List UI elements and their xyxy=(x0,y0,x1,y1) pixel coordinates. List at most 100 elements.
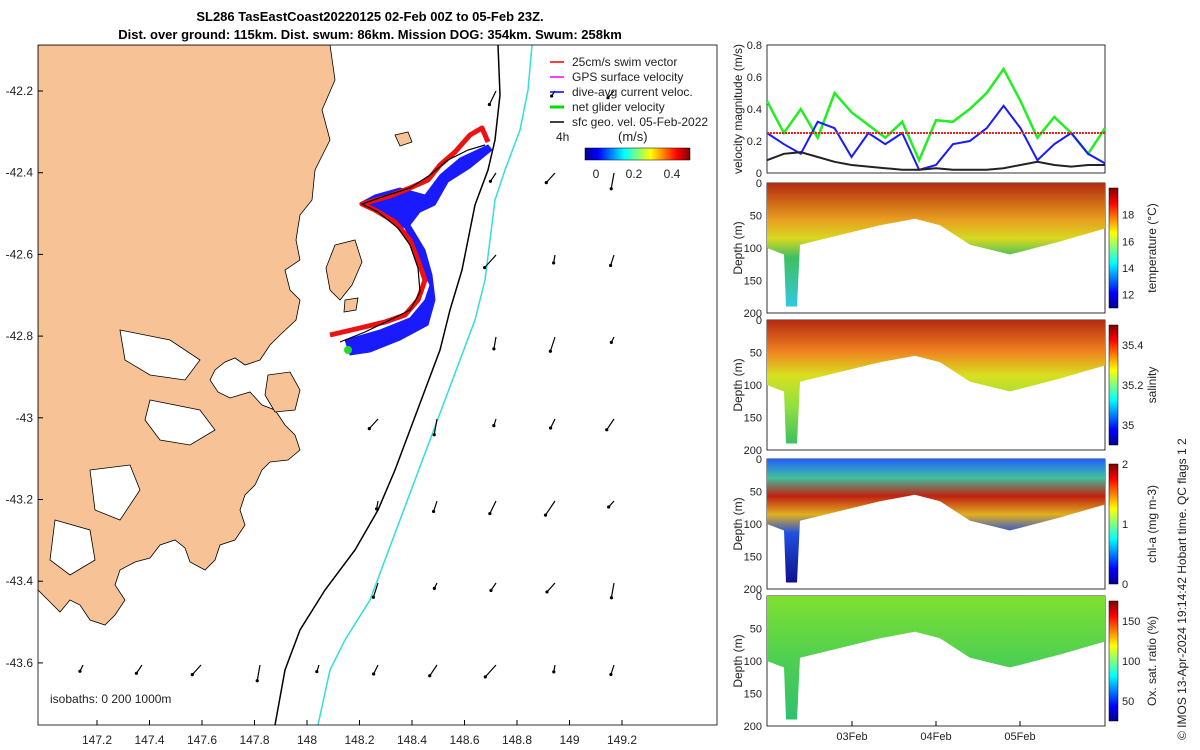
depth-label: Depth (m) xyxy=(731,221,745,274)
map-frame xyxy=(37,44,718,726)
depth-tick: 50 xyxy=(750,624,762,636)
colorbar-label: chl-a (mg m-3) xyxy=(1145,485,1159,563)
time-tick-label: 04Feb xyxy=(920,731,951,743)
figure-title: SL286 TasEastCoast20220125 02-Feb 00Z to… xyxy=(0,8,740,44)
geo-vector xyxy=(372,582,379,598)
geo-vector-head xyxy=(371,595,375,599)
title-line-2: Dist. over ground: 115km. Dist. swum: 86… xyxy=(118,27,622,42)
geo-vector-head xyxy=(609,340,613,344)
geo-vector xyxy=(550,418,556,429)
island xyxy=(394,131,413,147)
time-tick-label: 05Feb xyxy=(1004,731,1035,743)
section-field xyxy=(767,320,1105,444)
geo-vector-head xyxy=(550,94,554,98)
speed-colorbar xyxy=(584,147,691,161)
section-field xyxy=(767,459,1105,583)
geo-vector-head xyxy=(609,596,613,600)
depth-tick: 200 xyxy=(744,445,762,457)
bay xyxy=(49,519,96,576)
colorbar-tick: 12 xyxy=(1122,290,1134,302)
section-chl-a: 0 50 100 150 200 Depth (m) 0 1 2 chl-a (mg m-3) xyxy=(731,454,1159,596)
geo-vector-head xyxy=(549,426,553,430)
map-x-tick-label: 148.2 xyxy=(344,733,374,747)
colorbar-tick: 0 xyxy=(1122,579,1128,591)
geo-vector-head xyxy=(606,96,610,100)
section-oxygen: 0 50 100 150 200 Depth (m) 50 100 150 Ox. sat. ra… xyxy=(731,591,1159,733)
map-y-tick-label: -42.6 xyxy=(6,247,34,261)
depth-tick: 150 xyxy=(744,552,762,564)
geo-vector-head xyxy=(552,670,556,674)
bay xyxy=(119,329,201,381)
velocity-y-tick: 0 xyxy=(756,168,762,180)
geo-vector xyxy=(191,664,202,676)
geo-vector xyxy=(368,418,379,430)
velocity-ylabel: velocity magnitude (m/s) xyxy=(731,44,745,174)
map-panel: 4h -42.2 -42.4 -42.6 -42.8 -43 -43.2 -43.4 -43.… xyxy=(6,44,718,747)
depth-tick: 150 xyxy=(744,413,762,425)
geo-vector-head xyxy=(609,672,613,677)
map-x-tick-label: 149.2 xyxy=(607,733,637,747)
title-line-1: SL286 TasEastCoast20220125 02-Feb 00Z to… xyxy=(196,9,544,24)
geo-vector-head xyxy=(432,509,436,514)
colorbar-tick: 16 xyxy=(1122,236,1134,248)
geo-vector-head xyxy=(315,670,319,674)
side-note: © IMOS 13-Apr-2024 19:14:42 Hobart time.… xyxy=(1175,438,1189,740)
depth-tick: 0 xyxy=(756,178,762,190)
map-x-tick-label: 149 xyxy=(559,733,579,747)
colorbar-label: Ox. sat. ratio (%) xyxy=(1145,616,1159,706)
depth-tick: 0 xyxy=(756,591,762,603)
map-x-tick-label: 147.8 xyxy=(239,733,269,747)
colorbar-unit: (m/s) xyxy=(618,129,648,144)
section-colorbar xyxy=(1108,463,1119,585)
legend-label: dive-avg current veloc. xyxy=(572,85,693,99)
depth-label: Depth (m) xyxy=(731,358,745,411)
geo-vector-head xyxy=(543,513,548,517)
geo-vector xyxy=(484,254,497,269)
geo-vector xyxy=(489,500,497,514)
geo-vector xyxy=(606,418,615,431)
depth-tick: 0 xyxy=(756,315,762,327)
isobaths-label: isobaths: 0 200 1000m xyxy=(50,692,171,706)
map-x-tick-label: 148.4 xyxy=(397,733,427,747)
map-x-axis: 147.2 147.4 147.6 147.8 148 148.2 148.4 148.6 14… xyxy=(82,720,637,747)
time-axis: 03Feb 04Feb 05Feb xyxy=(836,721,1036,743)
geo-vector xyxy=(544,500,556,516)
depth-tick: 150 xyxy=(744,689,762,701)
map-x-tick-label: 147.6 xyxy=(187,733,217,747)
geo-vector-head xyxy=(489,588,493,593)
depth-tick: 50 xyxy=(750,211,762,223)
geo-vector xyxy=(489,172,497,182)
colorbar-tick: 14 xyxy=(1122,263,1134,275)
depth-tick: 200 xyxy=(744,721,762,733)
legend-label: sfc geo. vel. 05-Feb-2022 xyxy=(572,115,708,129)
geo-vector-head xyxy=(544,181,548,185)
bay xyxy=(144,399,216,446)
geo-vector-head xyxy=(609,263,613,268)
colorbar-tick: 50 xyxy=(1122,696,1134,708)
colorbar-tick-label: 0.4 xyxy=(664,167,681,181)
geo-vector xyxy=(610,172,615,189)
depth-tick: 50 xyxy=(750,348,762,360)
depth-tick: 50 xyxy=(750,487,762,499)
colorbar-tick: 150 xyxy=(1122,616,1140,628)
geo-vector-head xyxy=(488,179,493,183)
map-x-tick-label: 147.2 xyxy=(82,733,112,747)
depth-label: Depth (m) xyxy=(731,497,745,550)
depth-tick: 100 xyxy=(744,656,762,668)
geo-vector-head xyxy=(552,261,556,265)
geo-vector xyxy=(488,90,497,105)
geo-vector xyxy=(549,336,556,352)
depth-tick: 200 xyxy=(744,308,762,320)
bay xyxy=(89,464,141,521)
section-field xyxy=(767,183,1105,307)
geo-vector xyxy=(546,582,556,593)
map-y-tick-label: -42.2 xyxy=(6,84,34,98)
map-y-axis: -42.2 -42.4 -42.6 -42.8 -43 -43.2 -43.4 -43.6 xyxy=(6,84,43,670)
colorbar-tick: 2 xyxy=(1122,459,1128,471)
map-x-tick-label: 147.4 xyxy=(134,733,164,747)
geo-vector-head xyxy=(487,102,492,107)
geo-vector-head xyxy=(607,505,611,509)
velocity-y-tick: 0.6 xyxy=(747,72,762,84)
depth-tick: 150 xyxy=(744,276,762,288)
